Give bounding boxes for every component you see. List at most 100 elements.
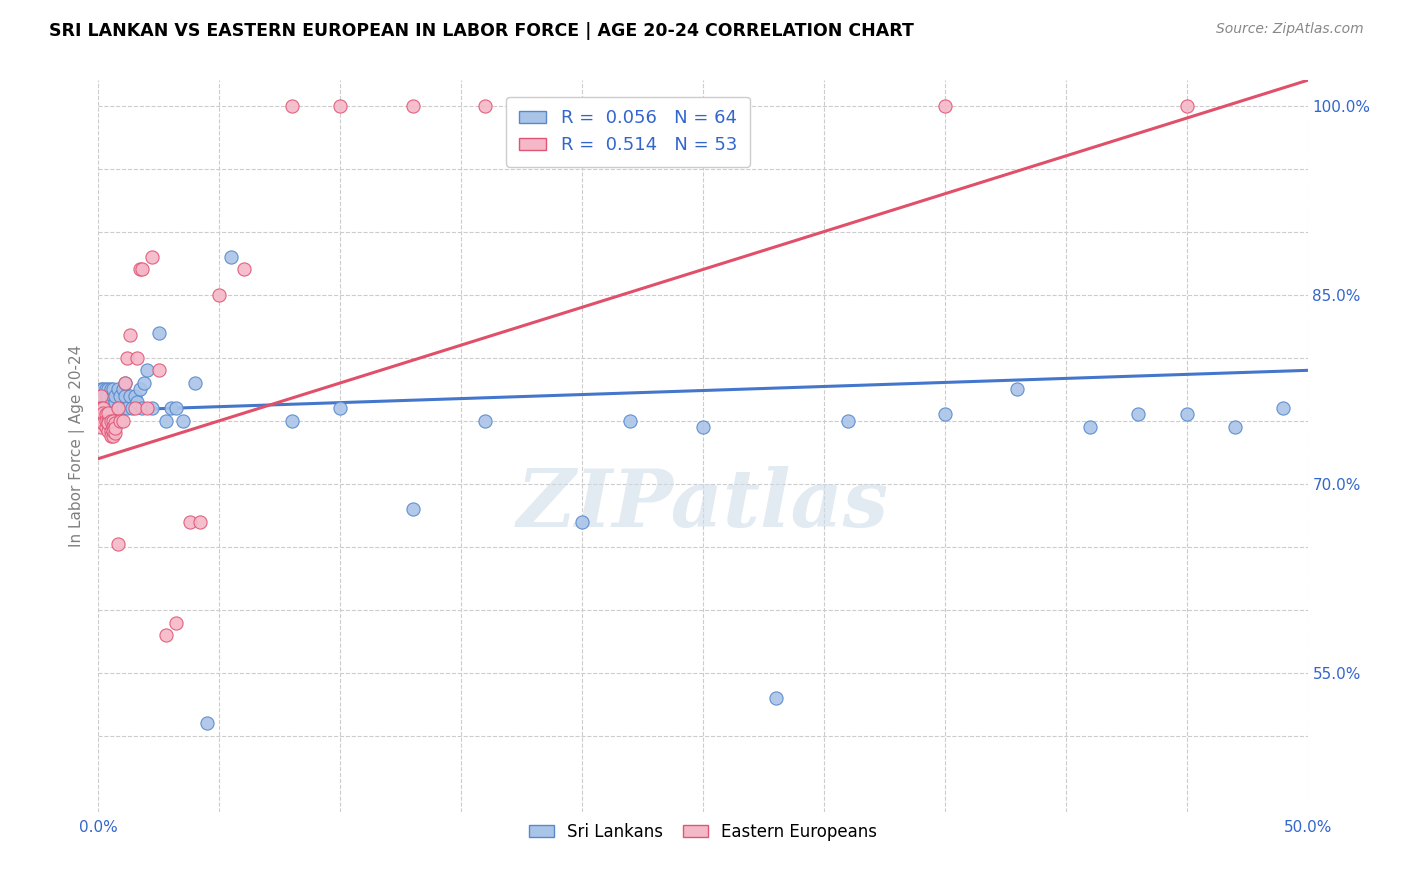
Point [101, 424, 124, 438]
Point [97, 388, 120, 402]
Point [179, 515, 201, 529]
Point [160, 401, 183, 416]
Point [90, 382, 112, 396]
Point [934, 408, 956, 422]
Point [155, 414, 177, 428]
Point [121, 401, 143, 416]
Point [100, 414, 122, 428]
Point [127, 351, 149, 365]
Point [90, 388, 112, 402]
Point [141, 250, 163, 264]
Point [184, 376, 207, 390]
Point [101, 429, 124, 443]
Point [94, 382, 117, 396]
Point [765, 691, 787, 706]
Point [97, 395, 120, 409]
Point [1175, 408, 1198, 422]
Point [114, 376, 136, 390]
Point [90, 395, 112, 409]
Y-axis label: In Labor Force | Age 20-24: In Labor Force | Age 20-24 [69, 345, 84, 547]
Point [97, 388, 120, 402]
Point [101, 388, 124, 402]
Legend: Sri Lankans, Eastern Europeans: Sri Lankans, Eastern Europeans [519, 813, 887, 851]
Point [402, 502, 425, 516]
Point [100, 429, 122, 443]
Point [117, 351, 139, 365]
Point [474, 98, 496, 112]
Point [1128, 408, 1150, 422]
Point [124, 401, 146, 416]
Point [97, 406, 120, 420]
Point [131, 262, 153, 277]
Point [1007, 382, 1029, 396]
Point [104, 395, 127, 409]
Point [107, 537, 129, 551]
Text: ZIPatlas: ZIPatlas [517, 466, 889, 543]
Point [94, 414, 117, 428]
Point [195, 716, 218, 731]
Point [188, 515, 211, 529]
Point [91, 401, 114, 416]
Point [619, 414, 641, 428]
Point [94, 388, 117, 402]
Point [208, 287, 231, 301]
Point [118, 388, 141, 402]
Point [155, 628, 177, 642]
Point [91, 406, 114, 420]
Point [221, 250, 243, 264]
Point [837, 414, 859, 428]
Point [108, 414, 131, 428]
Point [402, 98, 425, 112]
Point [329, 98, 352, 112]
Point [114, 388, 136, 402]
Point [94, 420, 117, 434]
Point [134, 376, 156, 390]
Point [91, 417, 114, 431]
Point [101, 420, 124, 434]
Point [97, 414, 120, 428]
Point [104, 388, 127, 402]
Point [100, 388, 122, 402]
Point [571, 515, 593, 529]
Point [1272, 401, 1295, 416]
Point [1223, 420, 1246, 434]
Point [107, 401, 129, 416]
Point [128, 382, 150, 396]
Point [101, 414, 124, 428]
Point [131, 401, 153, 416]
Point [90, 420, 112, 434]
Point [111, 414, 134, 428]
Point [94, 395, 117, 409]
Point [148, 363, 170, 377]
Point [692, 98, 714, 112]
Point [104, 426, 127, 441]
Point [97, 382, 120, 396]
Point [329, 401, 352, 416]
Point [1078, 420, 1101, 434]
Point [107, 382, 129, 396]
Point [165, 615, 187, 630]
Point [90, 388, 112, 402]
Point [281, 98, 304, 112]
Point [692, 420, 714, 434]
Point [118, 328, 141, 343]
Point [1175, 98, 1198, 112]
Point [107, 401, 129, 416]
Point [101, 382, 124, 396]
Point [111, 401, 134, 416]
Point [90, 401, 112, 416]
Text: SRI LANKAN VS EASTERN EUROPEAN IN LABOR FORCE | AGE 20-24 CORRELATION CHART: SRI LANKAN VS EASTERN EUROPEAN IN LABOR … [49, 22, 914, 40]
Point [111, 382, 134, 396]
Point [100, 382, 122, 396]
Point [94, 401, 117, 416]
Point [117, 401, 139, 416]
Point [100, 395, 122, 409]
Point [97, 417, 120, 431]
Point [94, 408, 117, 422]
Point [934, 98, 956, 112]
Point [97, 424, 120, 438]
Text: Source: ZipAtlas.com: Source: ZipAtlas.com [1216, 22, 1364, 37]
Point [91, 401, 114, 416]
Point [114, 376, 136, 390]
Point [281, 414, 304, 428]
